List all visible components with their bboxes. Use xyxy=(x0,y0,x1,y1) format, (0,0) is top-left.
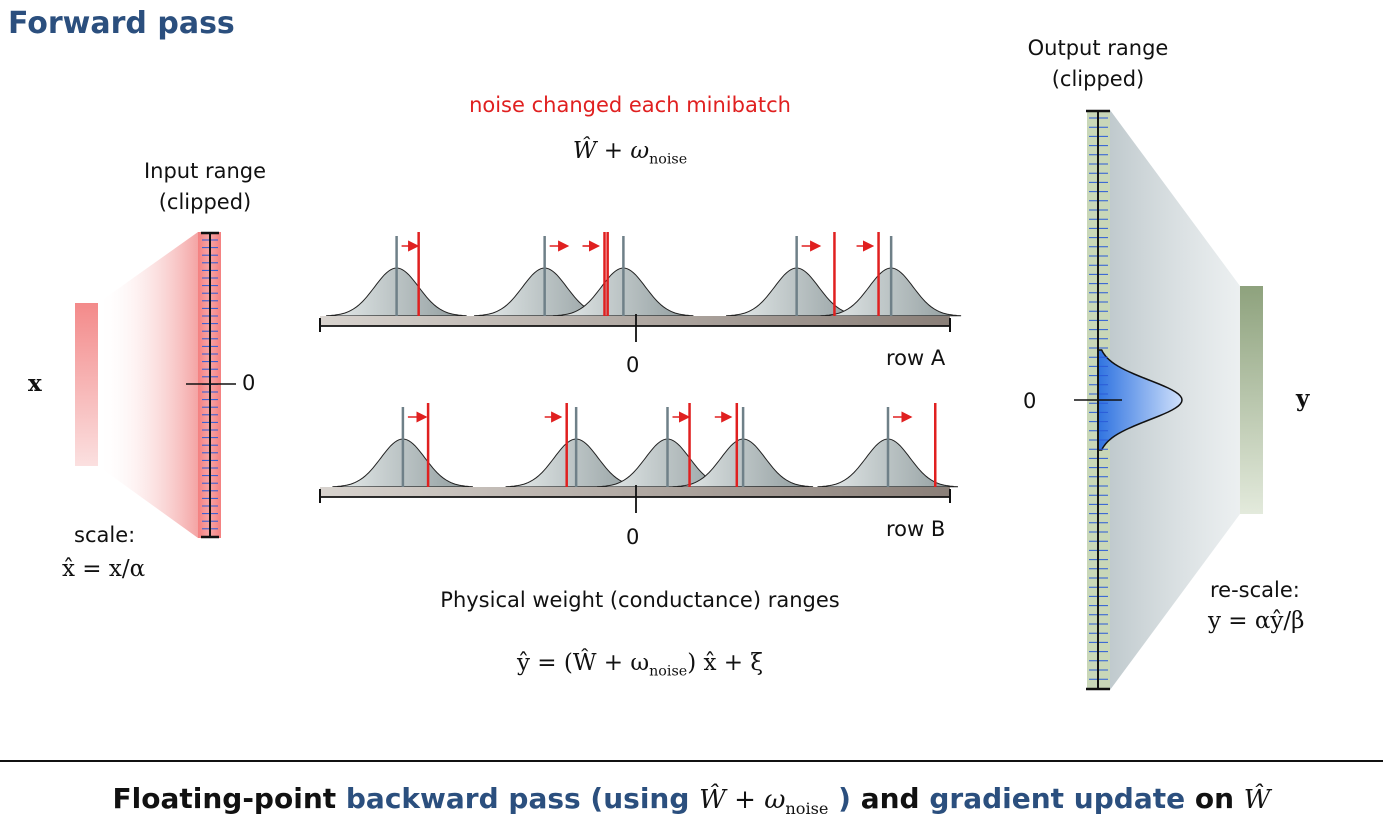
output-range-label-line1: Output range xyxy=(1027,36,1169,60)
scale-equation: x̂ = x/α xyxy=(62,556,146,582)
row-a-label: row A xyxy=(886,346,946,370)
scale-label: scale: xyxy=(74,523,136,547)
bottom-part-close-paren: ) xyxy=(828,782,851,815)
input-vector-bar xyxy=(75,303,98,466)
rescale-label: re-scale: xyxy=(1210,578,1300,602)
bottom-part-on: on xyxy=(1185,782,1244,815)
noise-eq-main: Ŵ + ω xyxy=(572,138,650,164)
noise-equation: Ŵ + ωnoise xyxy=(400,138,860,168)
forward-eq-left: ŷ = (Ŵ + ω xyxy=(516,650,650,676)
output-range-label-line2: (clipped) xyxy=(1051,67,1145,91)
forward-eq-right: ) x̂ + ξ xyxy=(687,650,764,676)
bottom-noise-eq-sub: noise xyxy=(785,799,829,819)
output-range-label: Output range (clipped) xyxy=(1010,33,1186,95)
input-zero-label: 0 xyxy=(242,371,256,395)
row-b-zero-label: 0 xyxy=(626,525,640,549)
bottom-summary: Floating-point backward pass (using Ŵ + … xyxy=(0,782,1383,818)
input-range-label: Input range (clipped) xyxy=(120,156,290,218)
noise-label: noise changed each minibatch xyxy=(469,93,791,117)
input-range-label-line2: (clipped) xyxy=(158,190,252,214)
noise-eq-sub: noise xyxy=(649,151,688,168)
bottom-part-floating-point: Floating-point xyxy=(112,782,346,815)
row-b-label: row B xyxy=(886,517,946,541)
bottom-noise-eq: Ŵ + ωnoise xyxy=(699,785,829,819)
bottom-part-backward-pass: backward pass (using xyxy=(345,782,700,815)
output-distribution xyxy=(1097,349,1183,451)
forward-equation: ŷ = (Ŵ + ωnoise) x̂ + ξ xyxy=(360,650,920,680)
output-symbol-y: y xyxy=(1296,385,1310,412)
page-title: Forward pass xyxy=(8,6,235,41)
weight-ranges-caption: Physical weight (conductance) ranges xyxy=(440,588,840,612)
forward-eq-sub: noise xyxy=(649,663,688,680)
bottom-part-w-hat: Ŵ xyxy=(1243,785,1271,815)
output-vector-bar xyxy=(1240,286,1263,514)
rescale-equation: y = αŷ/β xyxy=(1208,608,1305,634)
input-symbol-x: x xyxy=(28,370,42,397)
output-zero-label: 0 xyxy=(1023,389,1037,413)
bottom-noise-eq-main: Ŵ + ω xyxy=(699,785,786,815)
row-a-axis-bar xyxy=(320,316,950,326)
input-fan xyxy=(98,232,198,538)
row-b-axis-bar xyxy=(320,487,950,497)
bottom-part-and: and xyxy=(850,782,930,815)
input-range-label-line1: Input range xyxy=(143,159,267,183)
bottom-part-gradient-update: gradient update xyxy=(929,782,1186,815)
row-b-group xyxy=(319,403,959,513)
row-a-zero-label: 0 xyxy=(626,353,640,377)
row-a-group xyxy=(319,232,962,342)
